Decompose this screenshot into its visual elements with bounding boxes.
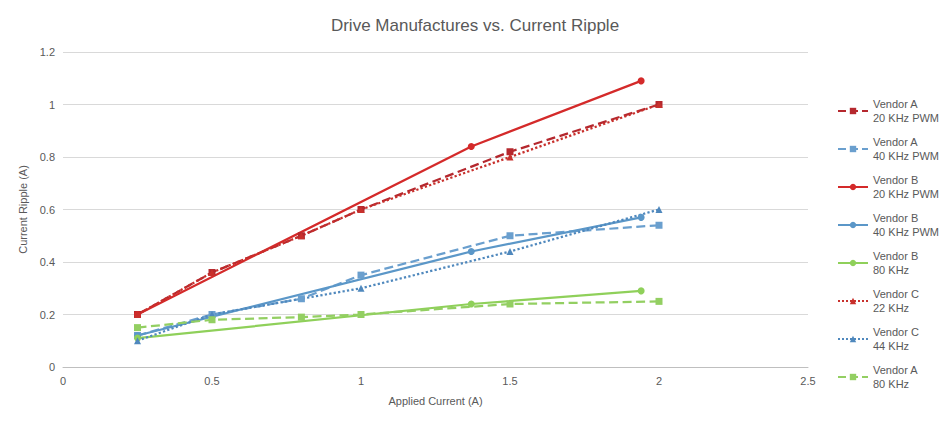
svg-text:Vendor A: Vendor A — [873, 364, 918, 376]
svg-text:20 KHz PWM: 20 KHz PWM — [873, 188, 939, 200]
svg-text:0: 0 — [60, 375, 66, 387]
svg-text:Vendor A: Vendor A — [873, 136, 918, 148]
svg-text:Drive Manufactures vs. Current: Drive Manufactures vs. Current Ripple — [331, 16, 619, 35]
svg-text:0.4: 0.4 — [40, 256, 55, 268]
svg-text:22 KHz: 22 KHz — [873, 302, 909, 314]
svg-text:Applied Current (A): Applied Current (A) — [388, 395, 482, 407]
svg-text:1: 1 — [358, 375, 364, 387]
svg-text:1: 1 — [49, 99, 55, 111]
svg-text:2: 2 — [656, 375, 662, 387]
svg-text:0.8: 0.8 — [40, 151, 55, 163]
svg-text:1.2: 1.2 — [40, 46, 55, 58]
svg-text:0.6: 0.6 — [40, 204, 55, 216]
svg-text:Current Ripple (A): Current Ripple (A) — [17, 165, 29, 254]
svg-text:80 KHz: 80 KHz — [873, 264, 909, 276]
svg-text:0.5: 0.5 — [204, 375, 219, 387]
svg-text:44 KHz: 44 KHz — [873, 340, 909, 352]
svg-text:Vendor C: Vendor C — [873, 288, 919, 300]
svg-text:2.5: 2.5 — [800, 375, 815, 387]
svg-text:40 KHz PWM: 40 KHz PWM — [873, 150, 939, 162]
svg-text:40 KHz PWM: 40 KHz PWM — [873, 226, 939, 238]
svg-text:80 KHz: 80 KHz — [873, 378, 909, 390]
svg-text:0: 0 — [49, 361, 55, 373]
svg-text:Vendor B: Vendor B — [873, 250, 918, 262]
svg-text:Vendor C: Vendor C — [873, 326, 919, 338]
svg-text:Vendor A: Vendor A — [873, 98, 918, 110]
svg-text:20 KHz PWM: 20 KHz PWM — [873, 112, 939, 124]
svg-text:0.2: 0.2 — [40, 309, 55, 321]
svg-text:Vendor B: Vendor B — [873, 174, 918, 186]
svg-text:1.5: 1.5 — [502, 375, 517, 387]
svg-text:Vendor B: Vendor B — [873, 212, 918, 224]
